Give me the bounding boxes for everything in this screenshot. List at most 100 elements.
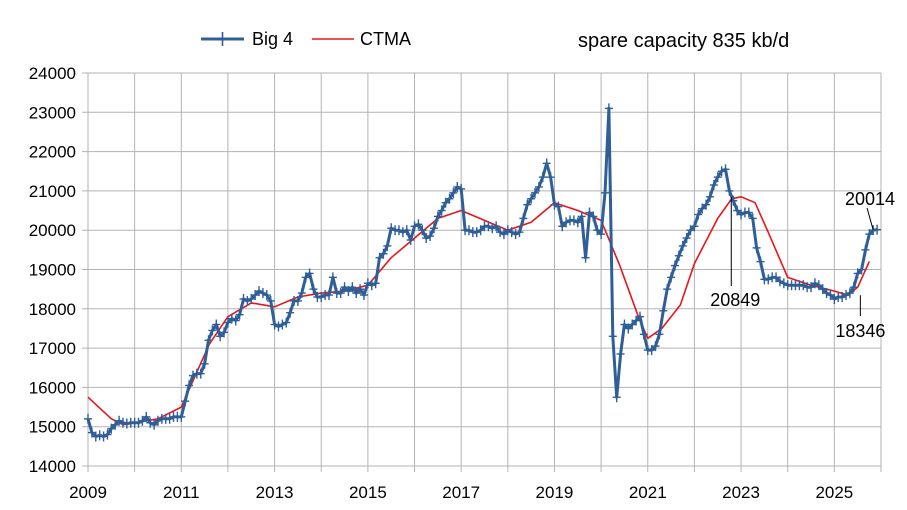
annotation-label-20849: 20849 (710, 290, 760, 310)
data-point-big4 (235, 309, 244, 320)
data-point-big4 (725, 185, 734, 196)
data-point-big4 (398, 227, 407, 238)
data-point-big4 (589, 211, 598, 222)
data-point-big4 (363, 278, 372, 289)
annotation-label-20014: 20014 (845, 189, 895, 209)
data-point-big4 (690, 221, 699, 232)
data-point-big4 (616, 348, 625, 359)
data-point-big4 (336, 288, 345, 299)
data-point-big4 (779, 278, 788, 289)
data-point-big4 (569, 215, 578, 226)
data-point-big4 (694, 209, 703, 220)
chart-title: spare capacity 835 kb/d (578, 30, 789, 52)
data-point-big4 (293, 295, 302, 306)
data-point-big4 (255, 286, 264, 297)
grid-lines (82, 72, 882, 472)
data-point-big4 (737, 209, 746, 220)
data-point-big4 (764, 274, 773, 285)
data-point-big4 (667, 272, 676, 283)
data-point-big4 (534, 181, 543, 192)
x-tick-label: 2019 (536, 483, 574, 502)
data-point-big4 (153, 415, 162, 426)
data-point-big4 (562, 217, 571, 228)
data-point-big4 (538, 172, 547, 183)
data-point-big4 (519, 213, 528, 224)
data-point-big4 (748, 213, 757, 224)
data-point-big4 (601, 187, 610, 198)
data-point-big4 (756, 256, 765, 267)
data-point-big4 (744, 207, 753, 218)
data-point-big4 (282, 317, 291, 328)
data-point-big4 (507, 227, 516, 238)
data-point-big4 (367, 280, 376, 291)
data-point-big4 (212, 319, 221, 330)
data-point-big4 (379, 248, 388, 259)
data-point-big4 (612, 392, 621, 403)
data-point-big4 (231, 315, 240, 326)
y-tick-label: 21000 (29, 182, 76, 201)
data-point-big4 (705, 191, 714, 202)
data-point-big4 (472, 227, 481, 238)
data-point-big4 (356, 284, 365, 295)
data-point-big4 (278, 319, 287, 330)
data-point-big4 (775, 276, 784, 287)
data-point-big4 (437, 205, 446, 216)
data-point-big4 (371, 278, 380, 289)
data-point-big4 (239, 293, 248, 304)
data-point-big4 (383, 240, 392, 251)
y-tick-label: 24000 (29, 64, 76, 83)
data-point-big4 (717, 166, 726, 177)
data-point-big4 (511, 229, 520, 240)
annotation-layer: 20849 18346 20014 (710, 189, 895, 341)
x-tick-label: 2025 (815, 483, 853, 502)
data-point-big4 (165, 413, 174, 424)
data-point-big4 (670, 260, 679, 271)
data-point-big4 (554, 201, 563, 212)
data-point-big4 (305, 268, 314, 279)
data-point-big4 (99, 431, 108, 442)
data-point-big4 (457, 183, 466, 194)
data-point-big4 (181, 396, 190, 407)
data-point-big4 (142, 411, 151, 422)
annotation-label-18346: 18346 (835, 321, 885, 341)
data-point-big4 (678, 240, 687, 251)
x-tick-label: 2021 (629, 483, 667, 502)
data-point-big4 (651, 341, 660, 352)
data-point-big4 (188, 370, 197, 381)
data-point-big4 (200, 358, 209, 369)
data-point-big4 (577, 211, 586, 222)
data-point-big4 (262, 290, 271, 301)
data-point-big4 (297, 288, 306, 299)
y-tick-label: 14000 (29, 457, 76, 476)
data-point-big4 (608, 331, 617, 342)
data-point-big4 (729, 195, 738, 206)
y-tick-label: 18000 (29, 300, 76, 319)
data-point-big4 (418, 225, 427, 236)
data-point-big4 (118, 417, 127, 428)
data-point-big4 (317, 292, 326, 303)
data-point-big4 (406, 235, 415, 246)
data-point-big4 (387, 223, 396, 234)
data-point-big4 (449, 187, 458, 198)
x-tick-label: 2015 (349, 483, 387, 502)
data-point-big4 (122, 418, 131, 429)
data-point-big4 (134, 417, 143, 428)
data-point-big4 (503, 225, 512, 236)
data-point-big4 (542, 158, 551, 169)
data-point-big4 (531, 187, 540, 198)
data-point-big4 (185, 380, 194, 391)
data-point-big4 (639, 329, 648, 340)
y-tick-label: 16000 (29, 378, 76, 397)
data-point-big4 (464, 225, 473, 236)
data-point-big4 (581, 252, 590, 263)
annotation-leader-20014 (866, 207, 874, 230)
x-axis-ticks: 2009 2011 2013 2015 2017 2019 2021 2023 2025 (69, 483, 853, 502)
y-tick-label: 15000 (29, 418, 76, 437)
data-point-big4 (146, 417, 155, 428)
data-point-big4 (822, 288, 831, 299)
x-tick-label: 2011 (163, 483, 200, 502)
x-tick-label: 2017 (442, 483, 480, 502)
data-point-big4 (523, 199, 532, 210)
legend-item-big4: Big 4 (201, 29, 293, 49)
data-point-big4 (227, 313, 236, 324)
